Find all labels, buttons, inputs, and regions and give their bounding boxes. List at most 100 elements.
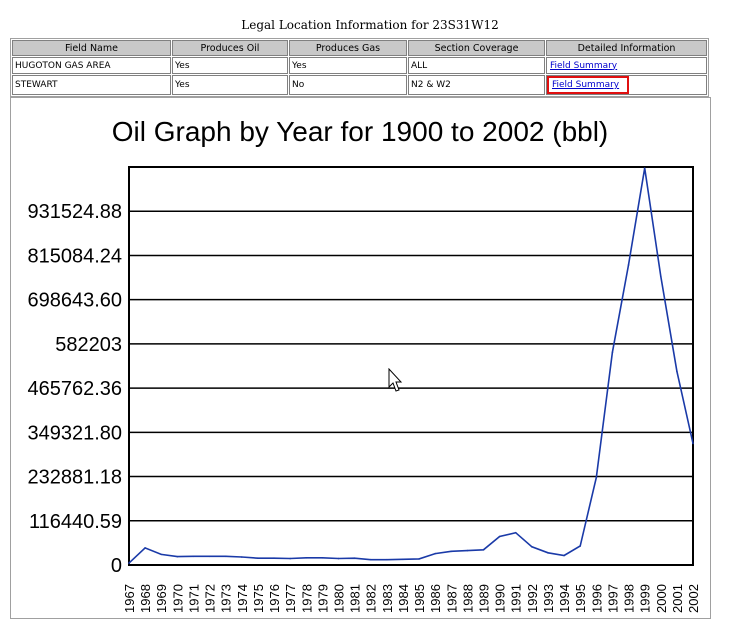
oil-production-line	[128, 167, 694, 564]
data-point	[144, 547, 146, 549]
x-tick-label: 1983	[380, 584, 395, 613]
y-tick-label: 815084.24	[27, 245, 122, 267]
x-tick-label: 1989	[477, 584, 492, 613]
section-coverage-cell: N2 & W2	[408, 75, 545, 95]
field-info-table: Field Name Produces Oil Produces Gas Sec…	[10, 38, 709, 97]
data-point	[563, 554, 565, 557]
y-tick-label: 931524.88	[27, 201, 122, 223]
table-row: HUGOTON GAS AREA Yes Yes ALL Field Summa…	[12, 57, 707, 74]
y-tick-label: 582203	[55, 334, 122, 356]
x-tick-label: 1982	[364, 584, 379, 613]
produces-oil-cell: Yes	[172, 57, 288, 74]
chart-frame	[10, 97, 711, 619]
x-tick-label: 1973	[219, 584, 234, 613]
data-point	[273, 557, 275, 559]
column-header-field-name: Field Name	[12, 40, 171, 56]
x-tick-label: 1980	[331, 584, 346, 613]
column-header-section-coverage: Section Coverage	[408, 40, 545, 56]
data-point	[321, 556, 324, 559]
data-point	[208, 555, 211, 558]
data-point	[257, 557, 259, 559]
data-point	[579, 545, 581, 547]
x-tick-label: 1976	[267, 584, 282, 613]
data-point	[176, 555, 179, 558]
x-tick-label: 1974	[235, 584, 250, 613]
x-tick-label: 1998	[622, 584, 637, 613]
x-tick-label: 1971	[186, 584, 201, 613]
x-tick-label: 1988	[460, 584, 475, 613]
field-name-cell: HUGOTON GAS AREA	[12, 57, 171, 74]
data-point	[482, 549, 485, 551]
x-tick-label: 1994	[557, 584, 572, 613]
data-point	[305, 556, 308, 559]
mouse-cursor-icon	[388, 368, 403, 392]
data-point	[418, 558, 420, 560]
data-point	[643, 167, 646, 169]
data-point	[386, 558, 388, 561]
x-tick-label: 1992	[525, 584, 540, 613]
x-tick-label: 1986	[428, 584, 443, 613]
y-tick-label: 232881.18	[27, 467, 122, 489]
x-tick-label: 1987	[444, 584, 459, 613]
x-tick-label: 2001	[670, 584, 685, 613]
data-point	[434, 552, 436, 555]
data-point	[611, 351, 614, 354]
detailed-info-cell: Field Summary	[546, 75, 707, 95]
data-point	[160, 553, 163, 556]
x-tick-label: 1996	[589, 584, 604, 613]
data-point	[128, 562, 130, 564]
produces-oil-cell: Yes	[172, 75, 288, 95]
x-tick-label: 1981	[348, 584, 363, 613]
column-header-detailed-information: Detailed Information	[546, 40, 707, 56]
data-point	[514, 531, 517, 534]
data-point	[531, 545, 533, 548]
x-tick-label: 1967	[122, 584, 137, 613]
x-tick-label: 1972	[203, 584, 218, 613]
table-row: STEWART Yes No N2 & W2 Field Summary	[12, 75, 707, 95]
x-tick-label: 1984	[396, 584, 411, 613]
data-point	[498, 535, 501, 538]
data-point	[353, 557, 356, 559]
column-header-produces-gas: Produces Gas	[289, 40, 407, 56]
x-tick-label: 1970	[170, 584, 185, 613]
x-tick-label: 2000	[654, 584, 669, 613]
page-title: Legal Location Information for 23S31W12	[241, 18, 499, 32]
data-point	[595, 476, 598, 479]
x-tick-label: 1979	[315, 584, 330, 613]
chart-title: Oil Graph by Year for 1900 to 2002 (bbl)	[112, 116, 609, 147]
column-header-produces-oil: Produces Oil	[172, 40, 288, 56]
data-point	[369, 558, 372, 561]
data-point	[241, 556, 243, 558]
data-point	[676, 370, 678, 373]
produces-gas-cell: No	[289, 75, 407, 95]
x-tick-label: 1991	[509, 584, 524, 613]
data-point	[224, 555, 227, 558]
section-coverage-cell: ALL	[408, 57, 545, 74]
field-name-cell: STEWART	[12, 75, 171, 95]
x-tick-label: 1985	[412, 584, 427, 613]
data-point	[402, 558, 404, 561]
data-point	[337, 557, 340, 560]
y-tick-label: 698643.60	[27, 290, 122, 312]
data-point	[289, 557, 291, 560]
detailed-info-cell: Field Summary	[546, 57, 707, 74]
y-tick-label: 116440.59	[29, 511, 122, 533]
x-tick-label: 1990	[493, 584, 508, 613]
x-tick-label: 1969	[154, 584, 169, 613]
x-tick-label: 1993	[541, 584, 556, 613]
x-tick-label: 1977	[283, 584, 298, 613]
x-tick-label: 1995	[573, 584, 588, 613]
produces-gas-cell: Yes	[289, 57, 407, 74]
data-point	[192, 555, 195, 558]
field-summary-link[interactable]: Field Summary	[550, 60, 618, 71]
field-summary-link-highlighted[interactable]: Field Summary	[547, 76, 630, 94]
table-header-row: Field Name Produces Oil Produces Gas Sec…	[12, 40, 707, 56]
x-tick-label: 1975	[251, 584, 266, 613]
data-point	[627, 264, 630, 266]
data-point	[659, 275, 662, 278]
x-tick-label: 1968	[138, 584, 153, 613]
y-tick-label: 0	[111, 555, 122, 577]
x-tick-label: 1978	[299, 584, 314, 613]
x-tick-label: 1999	[638, 584, 653, 613]
